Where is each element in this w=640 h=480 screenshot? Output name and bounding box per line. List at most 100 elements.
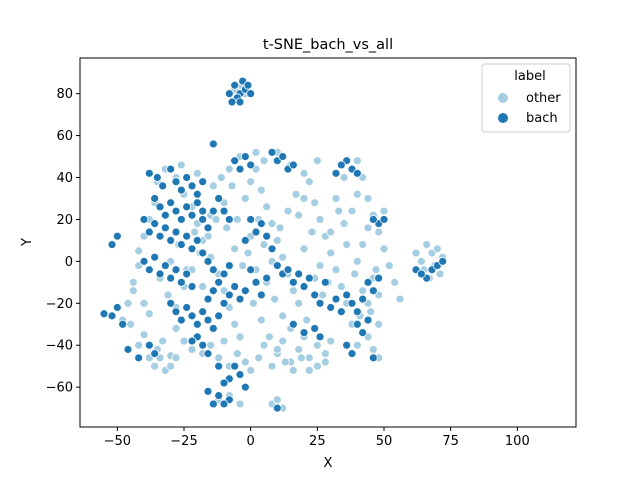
point-other: [326, 336, 336, 346]
point-bach: [155, 202, 165, 212]
plot-area-frame: [79, 57, 577, 428]
point-other: [267, 219, 277, 229]
point-other: [358, 240, 368, 249]
point-bach: [160, 223, 170, 233]
point-other: [240, 357, 250, 367]
point-bach: [139, 256, 149, 266]
point-bach: [256, 219, 266, 229]
point-other: [384, 261, 394, 270]
point-other: [139, 298, 149, 308]
point-bach: [182, 202, 192, 212]
point-other: [283, 206, 293, 216]
point-bach: [246, 265, 256, 275]
point-bach: [134, 353, 144, 363]
point-other: [203, 231, 213, 241]
point-other: [259, 240, 269, 249]
point-other: [312, 340, 322, 350]
legend-marker-bach: [498, 113, 508, 123]
point-bach: [166, 164, 176, 174]
point-other: [187, 345, 197, 354]
point-other: [304, 353, 314, 363]
point-bach: [198, 340, 208, 350]
point-bach: [235, 370, 245, 379]
point-other: [390, 277, 400, 287]
point-bach: [150, 194, 160, 203]
point-other: [374, 319, 384, 329]
point-bach: [166, 298, 176, 308]
point-other: [134, 246, 144, 256]
point-bach: [219, 298, 229, 308]
point-other: [368, 345, 378, 354]
y-axis-label: Y: [20, 238, 35, 247]
x-tick-label: 25: [309, 434, 326, 449]
point-bach: [342, 290, 352, 300]
point-bach: [246, 160, 256, 170]
point-bach: [347, 298, 357, 308]
point-other: [198, 282, 208, 291]
point-bach: [219, 206, 229, 216]
point-other: [320, 357, 330, 367]
point-bach: [158, 181, 168, 191]
point-other: [211, 215, 221, 224]
point-other: [232, 215, 242, 224]
point-other: [320, 349, 330, 359]
point-bach: [176, 215, 186, 224]
y-tick-label: −20: [46, 297, 73, 312]
point-other: [275, 223, 285, 233]
legend-title: label: [514, 69, 545, 84]
point-bach: [208, 206, 218, 216]
point-other: [371, 265, 381, 275]
point-bach: [315, 298, 325, 308]
point-bach: [267, 244, 277, 254]
point-other: [171, 353, 181, 363]
point-other: [176, 160, 186, 170]
x-tick-label: −50: [104, 434, 131, 449]
point-bach: [299, 282, 309, 291]
point-other: [227, 181, 237, 191]
point-other: [267, 361, 277, 371]
point-bach: [235, 164, 245, 174]
point-other: [246, 365, 256, 375]
point-other: [230, 244, 240, 254]
point-bach: [240, 382, 250, 392]
point-other: [352, 340, 362, 350]
point-bach: [192, 189, 202, 199]
point-bach: [342, 340, 352, 350]
point-bach: [219, 399, 229, 409]
point-bach: [171, 206, 181, 216]
point-other: [352, 156, 362, 166]
point-other: [318, 290, 328, 300]
point-bach: [240, 236, 250, 245]
point-bach: [166, 198, 176, 208]
point-bach: [182, 231, 192, 241]
point-other: [254, 353, 264, 363]
point-other: [294, 345, 304, 354]
point-other: [243, 248, 253, 258]
point-bach: [331, 168, 341, 178]
point-other: [230, 319, 240, 329]
point-other: [339, 219, 349, 229]
point-bach: [272, 403, 282, 413]
point-bach: [219, 269, 229, 279]
point-bach: [107, 240, 117, 249]
point-bach: [368, 353, 378, 363]
point-other: [128, 286, 138, 296]
point-bach: [283, 265, 293, 275]
point-bach: [347, 349, 357, 359]
point-bach: [294, 269, 304, 279]
point-bach: [352, 319, 362, 329]
point-other: [240, 194, 250, 203]
y-tick-label: −40: [46, 339, 73, 354]
point-bach: [374, 273, 384, 283]
point-other: [179, 336, 189, 346]
point-bach: [230, 80, 240, 90]
point-bach: [176, 240, 186, 249]
point-bach: [187, 244, 197, 254]
point-other: [358, 286, 368, 296]
point-other: [264, 332, 274, 342]
point-bach: [187, 210, 197, 220]
point-bach: [288, 160, 298, 170]
point-other: [416, 256, 426, 266]
point-bach: [331, 294, 341, 304]
